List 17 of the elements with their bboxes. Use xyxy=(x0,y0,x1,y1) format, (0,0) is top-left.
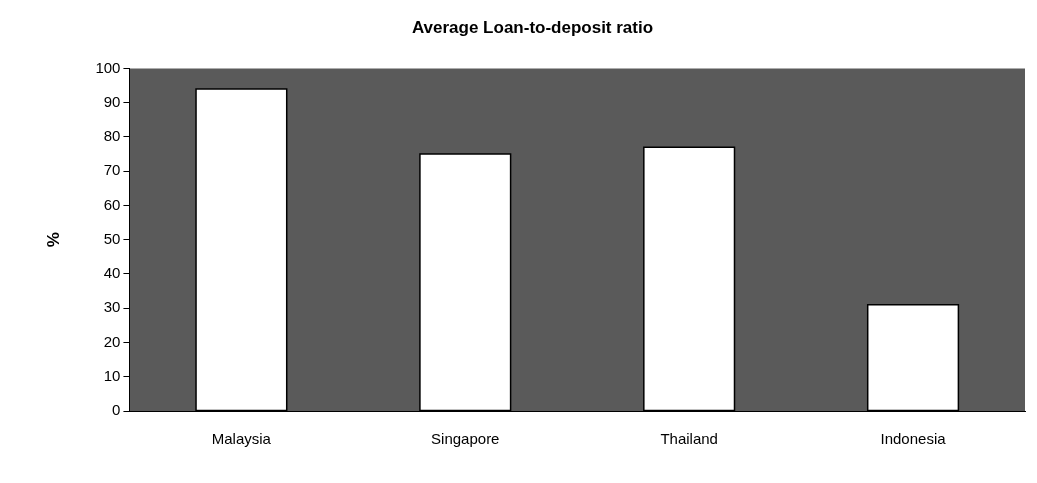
y-tick-label: 10 xyxy=(103,366,121,384)
x-tick-label: Thailand xyxy=(660,430,718,448)
y-tick-label: 60 xyxy=(103,195,121,213)
x-tick-label: Indonesia xyxy=(880,430,947,448)
x-tick-label: Singapore xyxy=(431,430,500,448)
y-tick-label: 100 xyxy=(95,58,121,76)
y-tick-label: 50 xyxy=(103,229,121,247)
y-tick-label: 90 xyxy=(103,92,121,110)
y-tick-label: 30 xyxy=(103,298,121,316)
y-axis-title: % xyxy=(43,232,63,248)
y-tick-label: 80 xyxy=(103,127,121,145)
x-tick-label: Malaysia xyxy=(211,430,272,448)
y-tick-label: 70 xyxy=(103,161,121,179)
y-tick-label: 20 xyxy=(103,332,121,350)
chart-title: Average Loan-to-deposit ratio xyxy=(411,17,654,37)
y-tick-label: 0 xyxy=(112,401,121,419)
y-tick-label: 40 xyxy=(103,264,121,282)
